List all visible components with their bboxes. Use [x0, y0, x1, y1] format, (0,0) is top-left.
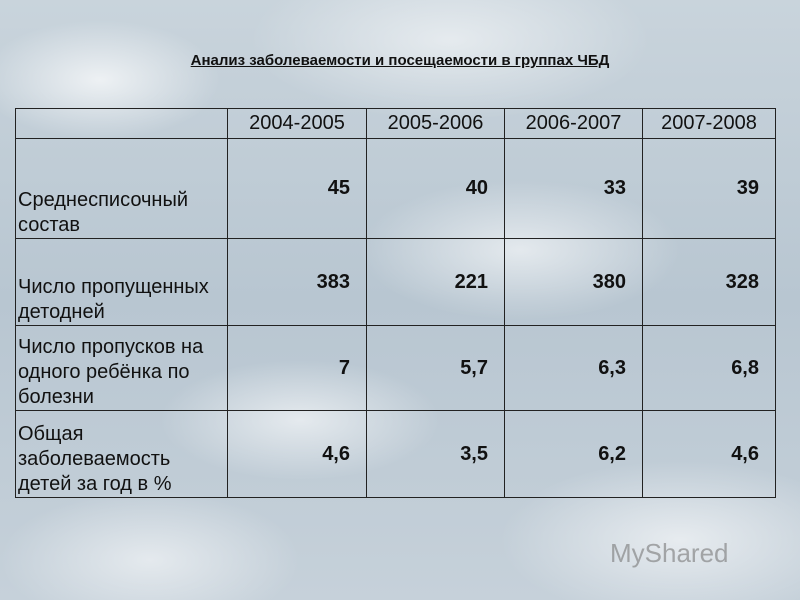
value-cell: 328 — [642, 238, 776, 326]
value-cell: 221 — [366, 238, 505, 326]
watermark: MyShared — [610, 538, 729, 568]
row-label: Среднесписочный состав — [15, 138, 228, 239]
row-label: Общая заболеваемость детей за год в % — [15, 410, 228, 498]
value-cell: 4,6 — [642, 410, 776, 498]
table-row: Число пропущенных детодней 383 221 380 328 — [15, 238, 776, 326]
value-cell: 6,2 — [504, 410, 643, 498]
row-label: Число пропусков на одного ребёнка по бол… — [15, 325, 228, 411]
header-cell: 2005-2006 — [366, 108, 505, 139]
value-cell: 40 — [366, 138, 505, 239]
row-label: Число пропущенных детодней — [15, 238, 228, 326]
header-cell — [15, 108, 228, 139]
value-cell: 3,5 — [366, 410, 505, 498]
value-cell: 380 — [504, 238, 643, 326]
value-cell: 383 — [227, 238, 367, 326]
header-cell: 2004-2005 — [227, 108, 367, 139]
table-row: Число пропусков на одного ребёнка по бол… — [15, 325, 776, 411]
table-row: Общая заболеваемость детей за год в % 4,6… — [15, 410, 776, 498]
value-cell: 5,7 — [366, 325, 505, 411]
value-cell: 6,3 — [504, 325, 643, 411]
table-row: Среднесписочный состав 45 40 33 39 — [15, 138, 776, 239]
slide-title: Анализ заболеваемости и посещаемости в г… — [190, 52, 610, 69]
data-table: 2004-2005 2005-2006 2006-2007 2007-2008 Сред… — [15, 108, 776, 498]
header-cell: 2006-2007 — [504, 108, 643, 139]
header-cell: 2007-2008 — [642, 108, 776, 139]
value-cell: 33 — [504, 138, 643, 239]
value-cell: 4,6 — [227, 410, 367, 498]
header-row: 2004-2005 2005-2006 2006-2007 2007-2008 — [15, 108, 776, 139]
value-cell: 45 — [227, 138, 367, 239]
value-cell: 39 — [642, 138, 776, 239]
value-cell: 7 — [227, 325, 367, 411]
value-cell: 6,8 — [642, 325, 776, 411]
